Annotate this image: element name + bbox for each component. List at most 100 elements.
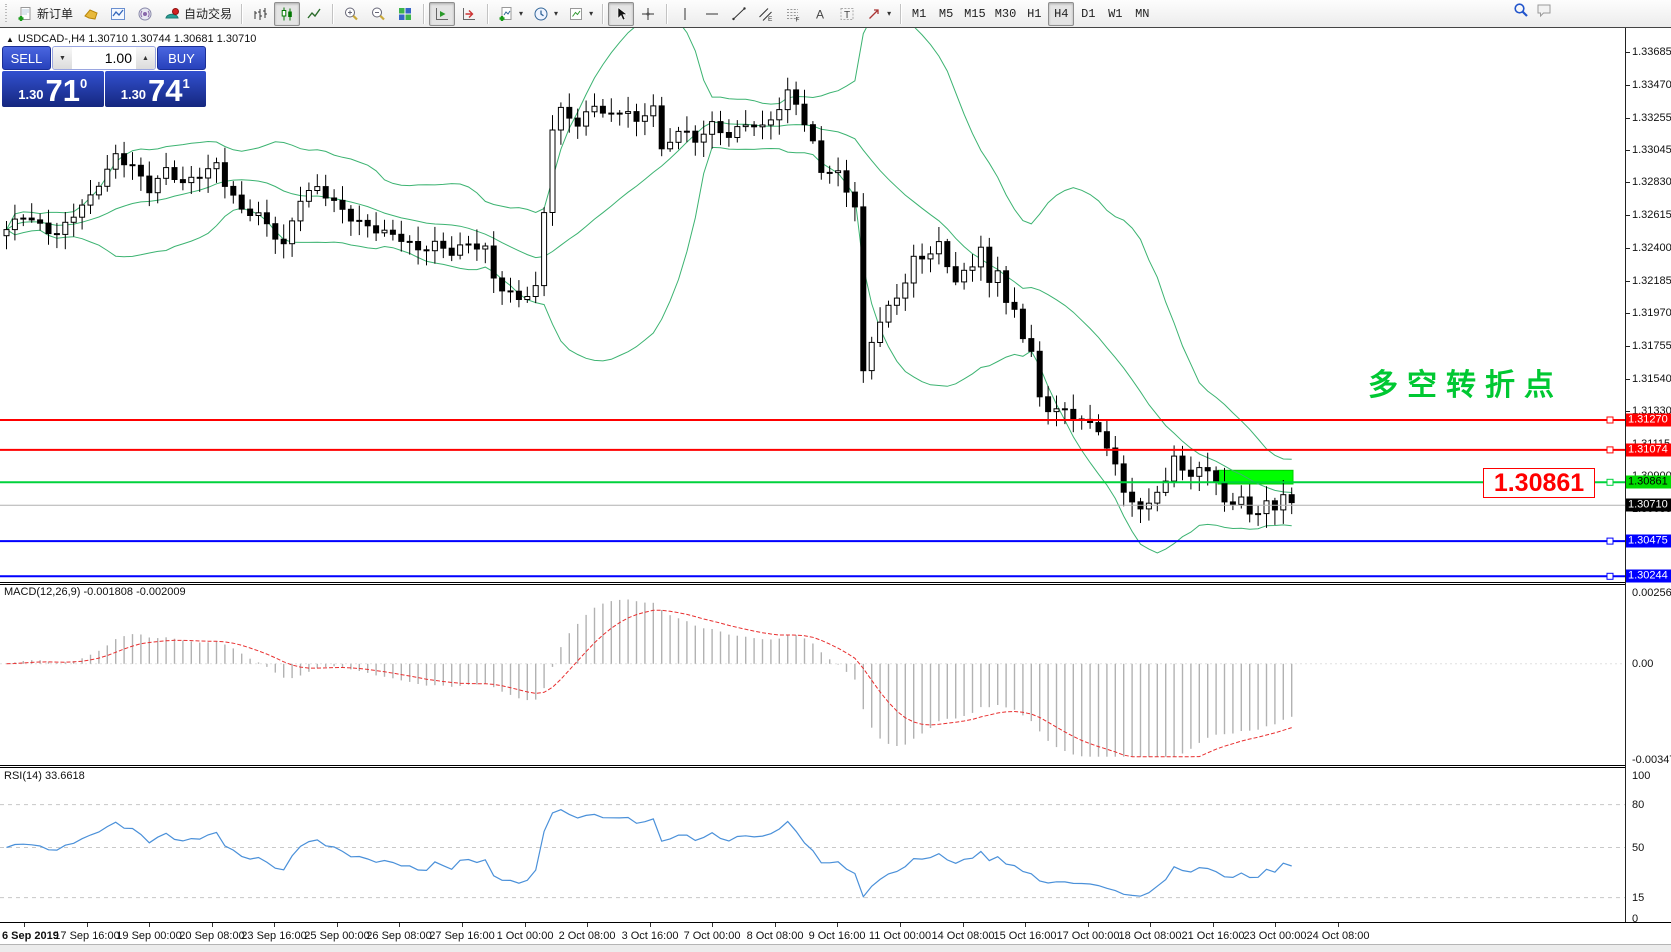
volume-decrease-button[interactable]: ▼	[53, 47, 72, 69]
time-tick-label: 2 Oct 08:00	[558, 930, 616, 942]
new-order-button[interactable]: 新订单	[12, 2, 77, 26]
data-window-button[interactable]	[132, 2, 158, 26]
time-tick	[1338, 923, 1339, 927]
buy-price-display[interactable]: 1.30 74 1	[104, 71, 206, 107]
panel-divider[interactable]	[0, 765, 1671, 768]
zoom-in-icon	[343, 6, 360, 22]
macd-signal-line	[6, 609, 1292, 758]
new-chart-button[interactable]	[78, 2, 104, 26]
time-tick	[399, 923, 400, 927]
svg-text:E: E	[768, 16, 773, 22]
zoom-in-button[interactable]	[338, 2, 364, 26]
time-tick-label: 27 Sep 16:00	[429, 930, 495, 942]
chart-title[interactable]: ▲ USDCAD-,H4 1.30710 1.30744 1.30681 1.30…	[6, 33, 256, 45]
line-handle[interactable]	[1606, 478, 1614, 486]
line-handle[interactable]	[1606, 572, 1614, 580]
chat-icon[interactable]	[1535, 2, 1552, 18]
price-tick	[1626, 280, 1630, 282]
macd-panel-canvas[interactable]	[0, 585, 1625, 765]
chart-annotation-text[interactable]: 多空转折点	[1368, 369, 1563, 402]
timeframe-w1[interactable]: W1	[1102, 2, 1128, 26]
time-tick	[212, 923, 213, 927]
timeframe-h4[interactable]: H4	[1048, 1, 1075, 26]
profiles-button[interactable]	[105, 2, 131, 26]
timeframe-m15[interactable]: M15	[960, 2, 990, 26]
collapse-triangle-icon[interactable]: ▲	[6, 35, 14, 44]
price-tick	[1626, 182, 1630, 184]
price-tick	[1626, 149, 1630, 151]
price-axis-line	[1625, 28, 1626, 922]
sell-price-display[interactable]: 1.30 71 0	[2, 71, 104, 107]
timeframe-d1[interactable]: D1	[1075, 2, 1101, 26]
rsi-scale-15: 15	[1632, 891, 1645, 904]
zoom-out-button[interactable]	[365, 2, 391, 26]
rsi-panel-canvas[interactable]	[0, 768, 1625, 922]
time-tick-label: 8 Oct 08:00	[746, 930, 804, 942]
line-handle[interactable]	[1606, 446, 1614, 454]
line-chart-button[interactable]	[301, 2, 327, 26]
periods-button[interactable]: ▾	[528, 2, 562, 26]
timeframe-mn[interactable]: MN	[1129, 2, 1155, 26]
new-order-icon	[16, 6, 33, 22]
time-tick	[337, 923, 338, 927]
templates-button[interactable]: ▾	[563, 2, 597, 26]
time-tick	[274, 923, 275, 927]
time-tick-label: 24 Oct 08:00	[1306, 930, 1370, 942]
bollinger-lower-band	[6, 146, 1292, 554]
time-tick-label: 23 Sep 16:00	[241, 930, 307, 942]
crosshair-button[interactable]	[635, 2, 661, 26]
sell-button[interactable]: SELL	[2, 46, 51, 70]
line-handle[interactable]	[1606, 537, 1614, 545]
one-click-trading-panel: SELL ▼ ▲ BUY 1.30 71 0 1.30 74 1	[2, 46, 206, 107]
panel-divider[interactable]	[0, 582, 1671, 585]
horizontal-line-button[interactable]	[699, 2, 725, 26]
price-callout-box[interactable]: 1.30861	[1483, 468, 1595, 498]
vertical-line-button[interactable]	[672, 2, 698, 26]
time-tick	[1088, 923, 1089, 927]
timeframe-h1[interactable]: H1	[1021, 2, 1047, 26]
trendline-button[interactable]	[726, 2, 752, 26]
text-button[interactable]: A	[807, 2, 833, 26]
dropdown-arrow-icon: ▾	[887, 9, 892, 18]
autotrading-button[interactable]: 自动交易	[159, 2, 236, 26]
text-label-icon: T	[839, 6, 856, 22]
price-tick	[1626, 346, 1630, 348]
main-chart-canvas[interactable]	[0, 28, 1625, 582]
time-tick	[650, 923, 651, 927]
time-axis[interactable]: 6 Sep 2019 17 Sep 16:00 19 Sep 00:00 20 Sep…	[0, 922, 1671, 944]
search-icon[interactable]	[1512, 2, 1529, 18]
line-handle[interactable]	[1606, 416, 1614, 424]
toolbar-separator	[332, 3, 334, 24]
text-label-button[interactable]: T	[834, 2, 860, 26]
price-tick-label: 1.31970	[1632, 307, 1671, 320]
chart-shift-button[interactable]	[456, 2, 482, 26]
time-tick	[712, 923, 713, 927]
new-chart-icon	[83, 6, 100, 22]
candlestick-chart-button[interactable]	[274, 1, 301, 26]
auto-scroll-button[interactable]	[429, 1, 456, 26]
tile-windows-button[interactable]	[392, 2, 418, 26]
timeframe-m1[interactable]: M1	[906, 2, 932, 26]
bar-chart-button[interactable]	[247, 2, 273, 26]
toolbar-separator	[487, 3, 489, 24]
volume-input[interactable]	[72, 47, 136, 69]
dropdown-arrow-icon: ▾	[519, 9, 524, 18]
indicators-button[interactable]: ▾	[493, 2, 527, 26]
toolbar-grip[interactable]	[4, 3, 9, 24]
toolbar-separator	[900, 3, 902, 24]
chart-title-text: USDCAD-,H4 1.30710 1.30744 1.30681 1.307…	[17, 33, 257, 45]
timeframe-m30[interactable]: M30	[991, 2, 1021, 26]
price-tick-label: 1.33255	[1632, 111, 1671, 124]
cursor-button[interactable]	[608, 1, 635, 26]
price-axis[interactable]: 1.33685 1.33470 1.33255 1.33045 1.32830 1.326…	[1626, 28, 1671, 925]
volume-spinner: ▼ ▲	[52, 46, 156, 70]
timeframe-m5[interactable]: M5	[933, 2, 959, 26]
svg-text:F: F	[796, 16, 800, 22]
bollinger-middle-band	[6, 121, 1292, 493]
equidistant-channel-button[interactable]: E	[753, 2, 779, 26]
time-tick-label: 23 Oct 00:00	[1243, 930, 1307, 942]
fibonacci-button[interactable]: F	[780, 2, 806, 26]
arrows-button[interactable]: ▾	[861, 2, 895, 26]
volume-increase-button[interactable]: ▲	[136, 47, 155, 69]
buy-button[interactable]: BUY	[157, 46, 206, 70]
